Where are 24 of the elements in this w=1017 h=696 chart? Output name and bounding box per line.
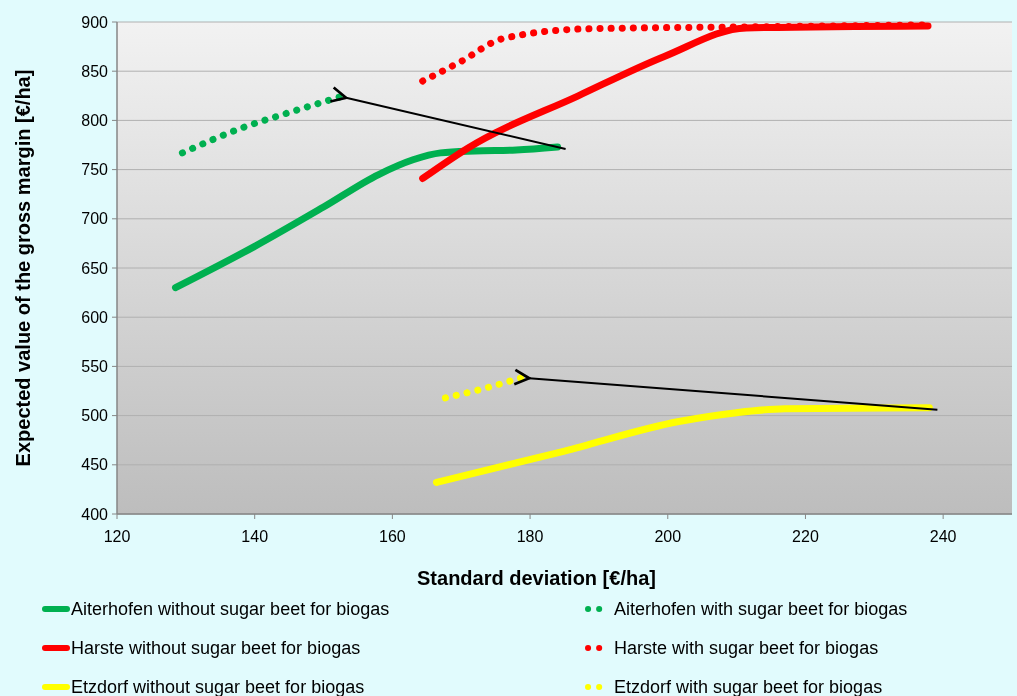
legend-label: Harste without sugar beet for biogas <box>71 638 361 659</box>
y-axis-title: Expected value of the gross margin [€/ha] <box>12 69 34 467</box>
x-tick-label: 240 <box>929 528 957 545</box>
x-tick-label: 180 <box>516 528 544 545</box>
x-tick-label: 200 <box>654 528 682 545</box>
y-tick-label: 550 <box>81 358 109 375</box>
y-tick-label: 800 <box>81 112 109 129</box>
y-tick-label: 500 <box>81 407 109 425</box>
x-axis-title: Standard deviation [€/ha] <box>417 567 656 589</box>
x-tick-label: 220 <box>792 528 819 545</box>
y-tick-label: 700 <box>81 210 109 228</box>
legend-label: Harste with sugar beet for biogas <box>614 638 879 659</box>
y-tick-label: 650 <box>81 259 109 277</box>
x-tick-label: 120 <box>103 528 131 545</box>
y-tick-label: 400 <box>81 505 109 523</box>
x-tick-label: 140 <box>241 528 269 545</box>
y-tick-label: 850 <box>81 62 109 80</box>
y-tick-label: 600 <box>81 308 109 326</box>
y-tick-label: 750 <box>81 161 109 179</box>
x-tick-label: 160 <box>379 528 406 545</box>
y-tick-label: 450 <box>81 456 109 474</box>
y-tick-label: 900 <box>81 13 109 31</box>
legend-label: Aiterhofen without sugar beet for biogas <box>71 599 390 620</box>
legend-label: Aiterhofen with sugar beet for biogas <box>614 599 908 620</box>
